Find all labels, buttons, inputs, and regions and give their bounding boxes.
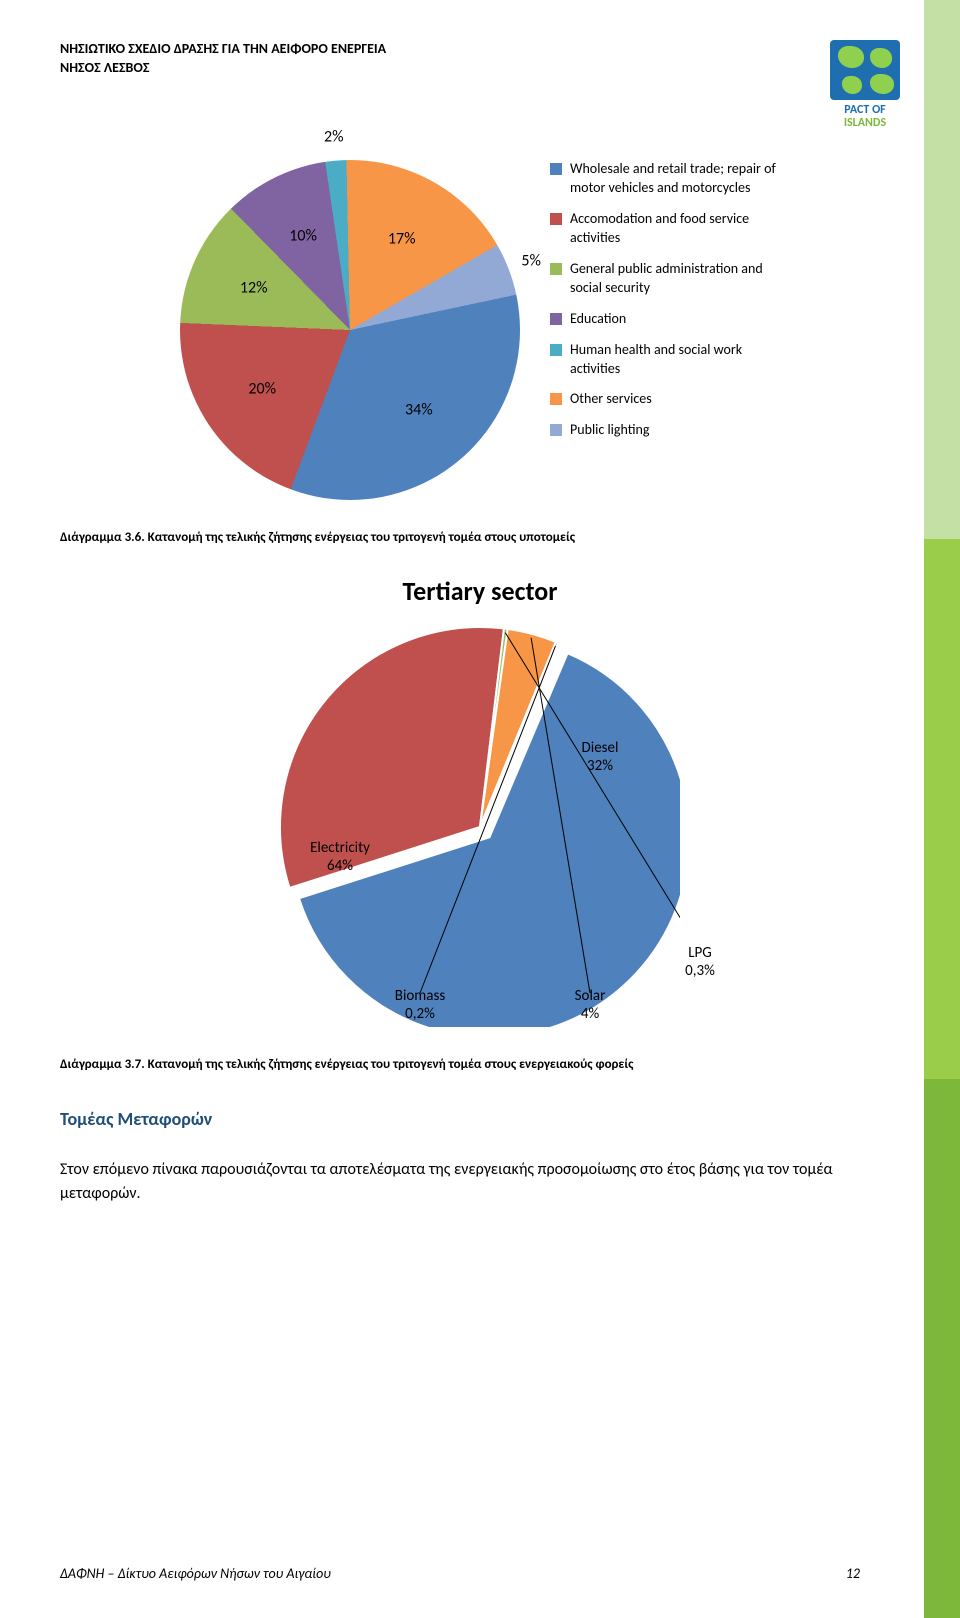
legend-label: Education (570, 310, 626, 329)
legend-item: Other services (550, 390, 780, 409)
legend-swatch (550, 263, 562, 275)
logo: PACT OF ISLANDS (830, 40, 900, 130)
legend-label: Other services (570, 390, 652, 409)
chart2-caption: Διάγραμμα 3.7. Κατανομή της τελικής ζήτη… (60, 1057, 900, 1072)
chart1-pct-label: 5% (521, 251, 541, 270)
chart2-title: Tertiary sector (60, 575, 900, 607)
logo-text-top: PACT OF (844, 103, 885, 117)
chart1-legend: Wholesale and retail trade; repair of mo… (550, 160, 780, 452)
header-title: ΝΗΣΙΩΤΙΚΟ ΣΧΕΔΙΟ ΔΡΑΣΗΣ ΓΙΑ ΤΗΝ ΑΕΙΦΟΡΟ … (60, 40, 386, 78)
chart1-pct-label: 12% (240, 278, 268, 297)
chart2-slice-label: Electricity64% (310, 840, 370, 875)
page-header: ΝΗΣΙΩΤΙΚΟ ΣΧΕΔΙΟ ΔΡΑΣΗΣ ΓΙΑ ΤΗΝ ΑΕΙΦΟΡΟ … (60, 40, 900, 130)
footer-left: ΔΑΦΝΗ – Δίκτυο Αειφόρων Νήσων του Αιγαίο… (60, 1565, 331, 1582)
body-paragraph: Στον επόμενο πίνακα παρουσιάζονται τα απ… (60, 1158, 900, 1206)
legend-item: Wholesale and retail trade; repair of mo… (550, 160, 780, 198)
legend-swatch (550, 424, 562, 436)
chart1-pct-label: 34% (405, 401, 433, 420)
chart1-pct-label: 2% (324, 128, 344, 147)
logo-text-bottom: ISLANDS (844, 116, 886, 130)
chart1-caption: Διάγραμμα 3.6. Κατανομή της τελικής ζήτη… (60, 530, 900, 545)
chart1-pie: 34%20%12%10%2%17%5% (180, 160, 520, 500)
legend-swatch (550, 393, 562, 405)
chart2-slice-label: Solar4% (575, 988, 606, 1023)
legend-label: Accomodation and food service activities (570, 210, 780, 248)
chart2-slice-label: Biomass0,2% (395, 988, 445, 1023)
logo-image (830, 40, 900, 100)
side-stripe-2 (924, 539, 960, 1078)
chart1-block: 34%20%12%10%2%17%5% Wholesale and retail… (60, 160, 900, 500)
footer-page: 12 (846, 1565, 860, 1582)
legend-swatch (550, 213, 562, 225)
side-decoration (924, 0, 960, 1618)
side-stripe-1 (924, 0, 960, 539)
legend-swatch (550, 313, 562, 325)
legend-item: Human health and social work activities (550, 341, 780, 379)
legend-label: Wholesale and retail trade; repair of mo… (570, 160, 780, 198)
legend-label: Human health and social work activities (570, 341, 780, 379)
legend-item: General public administration and social… (550, 260, 780, 298)
chart1-pct-label: 20% (248, 379, 276, 398)
chart2-pie: Electricity64%Diesel32%LPG0,3%Solar4%Bio… (280, 627, 680, 1027)
legend-label: Public lighting (570, 421, 649, 440)
legend-swatch (550, 344, 562, 356)
header-line2: ΝΗΣΟΣ ΛΕΣΒΟΣ (60, 59, 386, 78)
page-footer: ΔΑΦΝΗ – Δίκτυο Αειφόρων Νήσων του Αιγαίο… (60, 1565, 860, 1582)
legend-label: General public administration and social… (570, 260, 780, 298)
legend-swatch (550, 163, 562, 175)
side-stripe-3 (924, 1079, 960, 1618)
chart1-pct-label: 17% (388, 229, 416, 248)
section-heading: Τομέας Μεταφορών (60, 1108, 900, 1130)
chart2-slice-label: LPG0,3% (685, 945, 715, 980)
chart2-slice-label: Diesel32% (582, 740, 619, 775)
legend-item: Accomodation and food service activities (550, 210, 780, 248)
legend-item: Public lighting (550, 421, 780, 440)
chart1-pct-label: 10% (289, 226, 317, 245)
header-line1: ΝΗΣΙΩΤΙΚΟ ΣΧΕΔΙΟ ΔΡΑΣΗΣ ΓΙΑ ΤΗΝ ΑΕΙΦΟΡΟ … (60, 40, 386, 59)
legend-item: Education (550, 310, 780, 329)
